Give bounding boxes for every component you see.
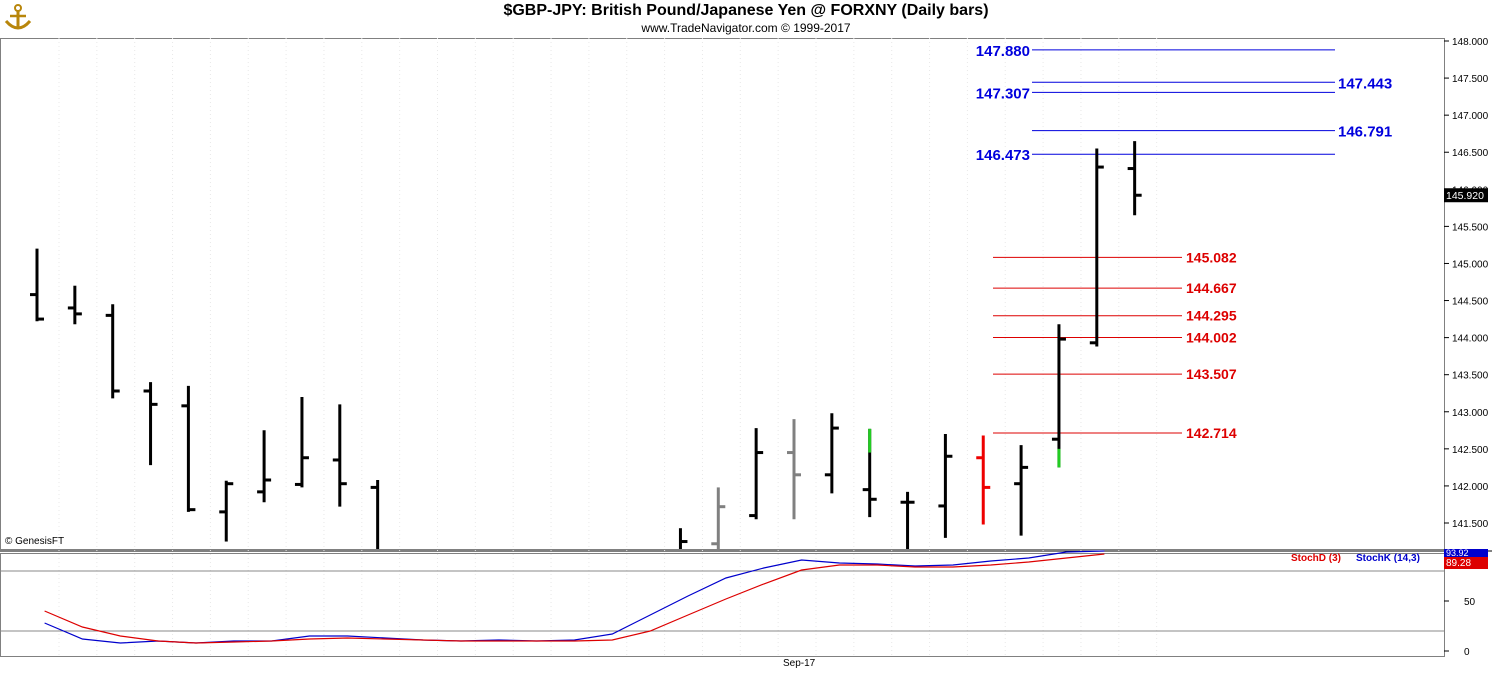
stochk-last-badge: [1444, 549, 1488, 557]
stochk-last-value: 93.92: [1446, 548, 1469, 558]
level-label-red: 145.082: [1186, 249, 1237, 265]
price-tick-label: 145.000: [1452, 259, 1489, 270]
stochd-last-value: 89.28: [1446, 558, 1471, 569]
price-panel-frame: [0, 38, 1445, 550]
last-price-badge: [1444, 188, 1488, 203]
price-tick-label: 145.500: [1452, 222, 1489, 233]
level-label-blue: 146.473: [976, 147, 1030, 164]
level-label-blue: 147.443: [1338, 75, 1392, 92]
level-label-blue: 146.791: [1338, 124, 1392, 141]
chart-subtitle: www.TradeNavigator.com © 1999-2017: [641, 21, 851, 35]
stoch-panel-frame: [0, 553, 1445, 657]
chart-title: $GBP-JPY: British Pound/Japanese Yen @ F…: [503, 2, 989, 19]
level-label-red: 143.507: [1186, 366, 1237, 382]
price-tick-label: 143.000: [1452, 408, 1489, 419]
stoch-tick-label: 0: [1464, 647, 1470, 658]
price-tick-label: 146.500: [1452, 148, 1489, 159]
stochd-last-badge: [1444, 557, 1488, 569]
level-label-blue: 147.307: [976, 85, 1030, 102]
price-tick-label: 148.000: [1452, 37, 1489, 48]
level-label-red: 144.295: [1186, 308, 1237, 324]
level-label-blue: 147.880: [976, 43, 1030, 60]
price-tick-label: 143.500: [1452, 371, 1489, 382]
x-axis-date-label: Sep-17: [783, 658, 816, 669]
copyright-label: © GenesisFT: [5, 536, 65, 547]
stochd-legend: StochD (3): [1291, 553, 1341, 564]
stochk-legend: StochK (14,3): [1356, 553, 1420, 564]
price-tick-label: 142.000: [1452, 482, 1489, 493]
price-tick-label: 144.000: [1452, 334, 1489, 345]
anchor-logo-icon: [4, 4, 32, 30]
stochd-line: [44, 553, 1105, 644]
level-label-red: 144.667: [1186, 280, 1237, 296]
price-tick-label: 144.500: [1452, 297, 1489, 308]
price-tick-label: 147.000: [1452, 111, 1489, 122]
price-tick-label: 142.500: [1452, 445, 1489, 456]
price-tick-label: 147.500: [1452, 74, 1489, 85]
stochk-line: [44, 550, 1105, 644]
price-tick-label: 141.500: [1452, 519, 1489, 530]
last-price-label: 145.920: [1446, 190, 1484, 202]
level-label-red: 142.714: [1186, 425, 1237, 441]
level-label-red: 144.002: [1186, 329, 1237, 345]
stoch-tick-label: 50: [1464, 597, 1476, 608]
